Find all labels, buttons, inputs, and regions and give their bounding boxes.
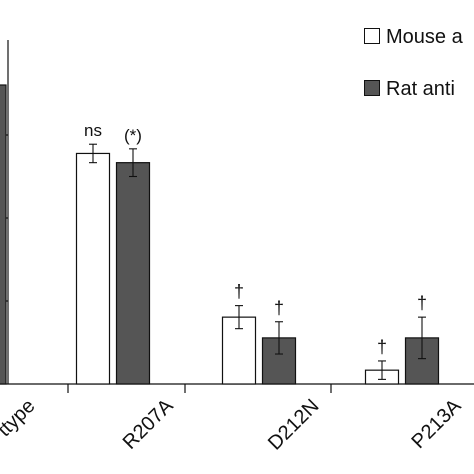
x-tick-label-0: ttype	[0, 395, 40, 441]
legend-item-2: Rat anti	[364, 78, 455, 101]
bar-1-1	[115, 162, 151, 385]
legend-swatch-1	[364, 28, 380, 44]
legend-item-1: Mouse a	[364, 26, 463, 49]
legend-label-1: Mouse a	[386, 26, 463, 48]
significance-label-0-2: †	[234, 282, 244, 302]
chart-labels: ns † † (*) † † ttype R207A D212N P213A	[0, 121, 466, 454]
significance-label-1-1: (*)	[124, 126, 142, 145]
bar-1-3	[404, 337, 440, 385]
legend-swatch-2	[364, 80, 380, 96]
significance-label-0-1: ns	[84, 121, 102, 140]
significance-label-1-2: †	[274, 298, 284, 318]
x-tick-label-2: D212N	[264, 395, 324, 455]
significance-label-0-3: †	[377, 337, 387, 357]
legend-label-2: Rat anti	[386, 78, 455, 100]
x-tick-label-1: R207A	[119, 395, 178, 454]
x-tick-label-3: P213A	[408, 395, 466, 453]
bar-wildtype-clipped	[0, 84, 7, 385]
significance-label-1-3: †	[417, 293, 427, 313]
bar-0-1	[75, 152, 111, 385]
chart-bars	[0, 84, 440, 385]
